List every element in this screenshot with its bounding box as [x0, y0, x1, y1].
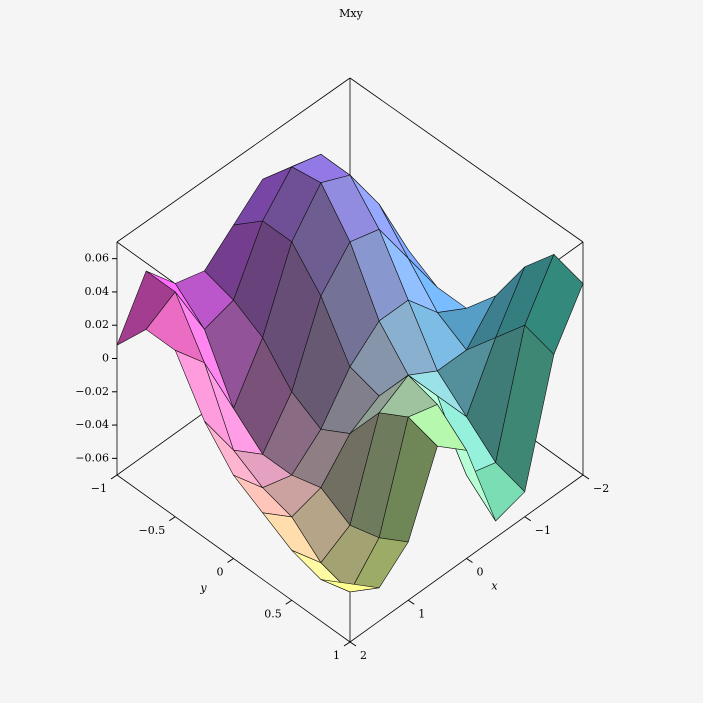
- x-tick-label: 2: [360, 649, 367, 662]
- y-axis-label: y: [199, 582, 207, 595]
- y-tick-label: 0.5: [264, 607, 282, 620]
- box-edge: [116, 77, 351, 243]
- y-tick: [343, 641, 351, 647]
- surface: [116, 153, 584, 593]
- y-tick: [285, 599, 293, 605]
- y-tick-label: −0.5: [139, 524, 166, 537]
- y-tick: [227, 558, 234, 563]
- x-tick: [524, 516, 532, 522]
- y-tick: [110, 474, 118, 480]
- surface-patch: [320, 579, 380, 593]
- x-axis-label: x: [491, 580, 498, 593]
- z-tick-label: 0.04: [85, 285, 110, 298]
- chart-title: Mxy: [339, 7, 363, 20]
- x-tick-label: −2: [593, 482, 609, 495]
- y-tick-label: 0: [217, 566, 224, 579]
- y-tick: [168, 516, 176, 522]
- x-tick: [407, 599, 415, 605]
- z-tick-label: −0.06: [75, 451, 109, 464]
- z-tick-label: −0.04: [75, 418, 109, 431]
- z-tick-label: 0: [102, 352, 109, 365]
- x-tick: [466, 558, 473, 563]
- z-tick-label: 0.06: [85, 252, 110, 265]
- x-tick: [349, 641, 357, 647]
- x-tick-label: −1: [535, 524, 551, 537]
- x-tick: [582, 474, 590, 480]
- x-tick-label: 1: [418, 607, 425, 620]
- y-tick-label: 1: [333, 649, 340, 662]
- z-tick-label: −0.02: [75, 385, 109, 398]
- z-tick-label: 0.02: [85, 318, 110, 331]
- box-edge: [349, 77, 584, 243]
- x-tick-label: 0: [477, 566, 484, 579]
- y-tick-label: −1: [91, 482, 107, 495]
